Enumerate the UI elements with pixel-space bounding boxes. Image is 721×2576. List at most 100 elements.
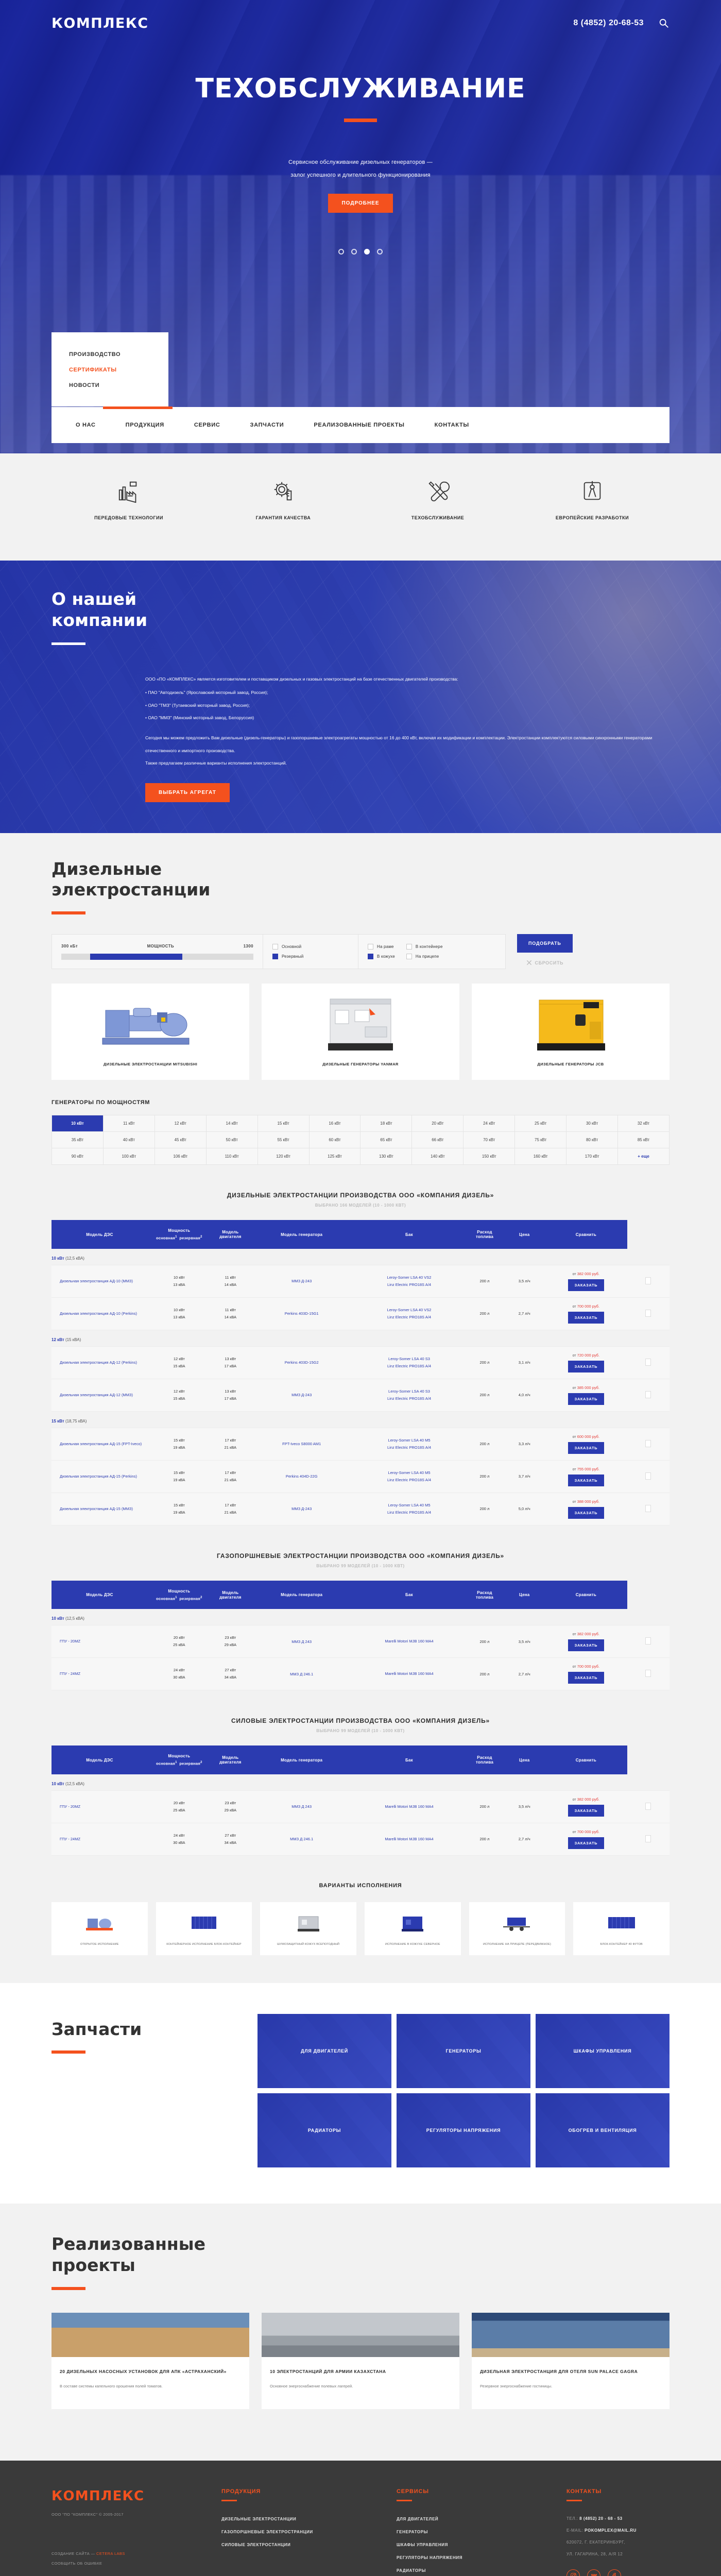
power-tab[interactable]: 11 кВт — [103, 1115, 155, 1132]
power-tab[interactable]: 125 кВт — [309, 1148, 361, 1165]
checkbox-box[interactable] — [368, 944, 373, 950]
cell-model[interactable]: ГПУ - 24MZ — [52, 1657, 148, 1691]
power-tab[interactable]: 45 кВт — [154, 1132, 207, 1149]
cell-generator[interactable]: Marelli Motori MJB 160 MA4 — [353, 1657, 466, 1691]
power-tab[interactable]: 110 кВт — [206, 1148, 258, 1165]
power-tab[interactable]: 70 кВт — [464, 1132, 516, 1149]
nav-item-projects[interactable]: РЕАЛИЗОВАННЫЕ ПРОЕКТЫ — [314, 422, 405, 428]
order-button[interactable]: ЗАКАЗАТЬ — [568, 1360, 605, 1372]
nav-item-about[interactable]: О НАС — [76, 422, 96, 428]
header-phone[interactable]: 8 (4852) 20-68-53 — [573, 19, 644, 27]
compare-checkbox[interactable] — [645, 1391, 651, 1398]
hero-link-production[interactable]: ПРОИЗВОДСТВО — [69, 351, 121, 358]
hero-link-news[interactable]: НОВОСТИ — [69, 382, 100, 388]
carousel-dot-active[interactable] — [364, 248, 370, 255]
footer-link-generators[interactable]: ГЕНЕРАТОРЫ — [397, 2529, 428, 2534]
cell-engine[interactable]: ММЗ Д-243 — [250, 1264, 353, 1298]
power-tab[interactable]: 100 кВт — [103, 1148, 155, 1165]
table-row[interactable]: Дизельная электростанция АД-15 (Perkins)… — [52, 1460, 670, 1493]
power-range-filter[interactable]: 300 кБт МОЩНОСТЬ 1300 — [52, 935, 263, 969]
cell-compare[interactable] — [627, 1657, 670, 1691]
variant-card[interactable]: ОТКРЫТОЕ ИСПОЛНЕНИЕ — [52, 1902, 148, 1955]
spare-part-tile[interactable]: РЕГУЛЯТОРЫ НАПРЯЖЕНИЯ — [397, 2093, 530, 2167]
checkbox-na-pricepe[interactable]: На прицепе — [406, 952, 443, 961]
cell-generator[interactable]: Leroy-Somer LSA 40 M5 Linz Electric PRO18… — [353, 1460, 466, 1493]
power-tab[interactable]: 30 кВт — [566, 1115, 619, 1132]
cell-engine[interactable]: ММЗ Д 243 — [250, 1625, 353, 1658]
compare-checkbox[interactable] — [645, 1358, 651, 1366]
footer-phone-value[interactable]: 8 (4852) 20 - 68 - 53 — [579, 2516, 623, 2521]
cell-model[interactable]: Дизельная электростанция АД-15 (FPT-Ivec… — [52, 1427, 148, 1461]
spare-part-tile[interactable]: РАДИАТОРЫ — [258, 2093, 391, 2167]
footer-link-control-cabinets[interactable]: ШКАФЫ УПРАВЛЕНИЯ — [397, 2542, 448, 2547]
spare-part-tile[interactable]: ОБОГРЕВ И ВЕНТИЛЯЦИЯ — [536, 2093, 670, 2167]
cell-generator[interactable]: Leroy-Somer LSA 40 VS2 Linz Electric PRO1… — [353, 1297, 466, 1330]
cell-compare[interactable] — [627, 1790, 670, 1823]
nav-item-products[interactable]: ПРОДУКЦИЯ — [125, 422, 164, 428]
footer-credit-link[interactable]: CETERA LABS — [96, 2551, 125, 2556]
checkbox-na-rame[interactable]: На раме — [368, 942, 395, 952]
checkbox-box[interactable] — [406, 944, 412, 950]
power-tab[interactable]: 140 кВт — [412, 1148, 464, 1165]
cell-generator[interactable]: Leroy-Somer LSA 40 S3 Linz Electric PRO18… — [353, 1346, 466, 1379]
compare-checkbox[interactable] — [645, 1472, 651, 1480]
power-tab[interactable]: 150 кВт — [464, 1148, 516, 1165]
cell-compare[interactable] — [627, 1346, 670, 1379]
carousel-dot[interactable] — [338, 248, 344, 255]
power-tab[interactable]: 14 кВт — [206, 1115, 258, 1132]
cell-model[interactable]: ГПУ - 20MZ — [52, 1625, 148, 1658]
table-row[interactable]: Дизельная электростанция АД-12 (ММЗ) 12 к… — [52, 1378, 670, 1412]
spare-part-tile[interactable]: ШКАФЫ УПРАВЛЕНИЯ — [536, 2013, 670, 2088]
checkbox-box[interactable] — [272, 944, 278, 950]
cell-engine[interactable]: ММЗ Д 246.1 — [250, 1822, 353, 1856]
power-tab[interactable]: 66 кВт — [412, 1132, 464, 1149]
cell-generator[interactable]: Marelli Motori MJB 160 MA4 — [353, 1790, 466, 1823]
cell-compare[interactable] — [627, 1297, 670, 1330]
table-row[interactable]: Дизельная электростанция АД-12 (Perkins)… — [52, 1346, 670, 1379]
cell-engine[interactable]: ММЗ Д 246.1 — [250, 1657, 353, 1691]
spare-part-tile[interactable]: ДЛЯ ДВИГАТЕЛЕЙ — [258, 2013, 391, 2088]
checkbox-box-checked[interactable] — [272, 954, 278, 960]
power-tab[interactable]: 15 кВт — [258, 1115, 310, 1132]
power-tab[interactable]: 16 кВт — [309, 1115, 361, 1132]
compare-checkbox[interactable] — [645, 1277, 651, 1284]
power-tab[interactable]: 20 кВт — [412, 1115, 464, 1132]
power-tab[interactable]: 10 кВт — [52, 1115, 104, 1132]
vk-icon[interactable] — [587, 2569, 600, 2576]
table-row[interactable]: Дизельная электростанция АД-10 (Perkins)… — [52, 1297, 670, 1330]
cell-model[interactable]: ГПУ - 20MZ — [52, 1790, 148, 1823]
power-tab[interactable]: 50 кВт — [206, 1132, 258, 1149]
site-logo[interactable]: КОМПЛЕКС — [52, 15, 149, 31]
compare-checkbox[interactable] — [645, 1835, 651, 1842]
cell-model[interactable]: Дизельная электростанция АД-15 (ММЗ) — [52, 1492, 148, 1526]
compare-checkbox[interactable] — [645, 1802, 651, 1810]
footer-link-diesel[interactable]: ДИЗЕЛЬНЫЕ ЭЛЕКТРОСТАНЦИИ — [221, 2516, 297, 2521]
hero-cta-button[interactable]: ПОДРОБНЕЕ — [328, 193, 393, 213]
cell-compare[interactable] — [627, 1427, 670, 1461]
footer-email-value[interactable]: POKOMPLEX@MAIL.RU — [585, 2528, 637, 2533]
footer-report-error[interactable]: СООБЩИТЬ ОБ ОШИБКЕ — [52, 2561, 102, 2566]
variant-card[interactable]: ИСПОЛНЕНИЕ В КОЖУХЕ СЕВЕРНОЕ — [365, 1902, 461, 1955]
cell-model[interactable]: Дизельная электростанция АД-12 (ММЗ) — [52, 1378, 148, 1412]
nav-item-service[interactable]: СЕРВИС — [194, 422, 220, 428]
hero-link-certificates[interactable]: СЕРТИФИКАТЫ — [69, 367, 117, 373]
variant-card[interactable]: ШУМОЗАЩИТНЫЙ КОЖУХ ВСЕПОГОДНЫЙ — [260, 1902, 357, 1955]
order-button[interactable]: ЗАКАЗАТЬ — [568, 1474, 605, 1486]
power-tab[interactable]: 90 кВт — [52, 1148, 104, 1165]
power-tab[interactable]: 60 кВт — [309, 1132, 361, 1149]
cell-engine[interactable]: FPT-Iveco S8000 AM1 — [250, 1427, 353, 1461]
product-card[interactable]: ДИЗЕЛЬНЫЕ ГЕНЕРАТОРЫ JCB — [472, 984, 670, 1080]
search-icon[interactable] — [658, 18, 670, 29]
compare-checkbox[interactable] — [645, 1309, 651, 1317]
checkbox-box[interactable] — [406, 954, 412, 960]
cell-compare[interactable] — [627, 1378, 670, 1412]
order-button[interactable]: ЗАКАЗАТЬ — [568, 1672, 605, 1684]
footer-link-gas[interactable]: ГАЗОПОРШНЕВЫЕ ЭЛЕКТРОСТРАНЦИИ — [221, 2529, 313, 2534]
order-button[interactable]: ЗАКАЗАТЬ — [568, 1393, 605, 1405]
order-button[interactable]: ЗАКАЗАТЬ — [568, 1639, 605, 1652]
power-tab[interactable]: 25 кВт — [515, 1115, 567, 1132]
checkbox-v-kozhuhe[interactable]: В кожухе — [368, 952, 395, 961]
cell-generator[interactable]: Leroy-Somer LSA 40 M5 Linz Electric PRO18… — [353, 1427, 466, 1461]
cell-generator[interactable]: Marelli Motori MJB 160 MA4 — [353, 1822, 466, 1856]
compare-checkbox[interactable] — [645, 1439, 651, 1447]
